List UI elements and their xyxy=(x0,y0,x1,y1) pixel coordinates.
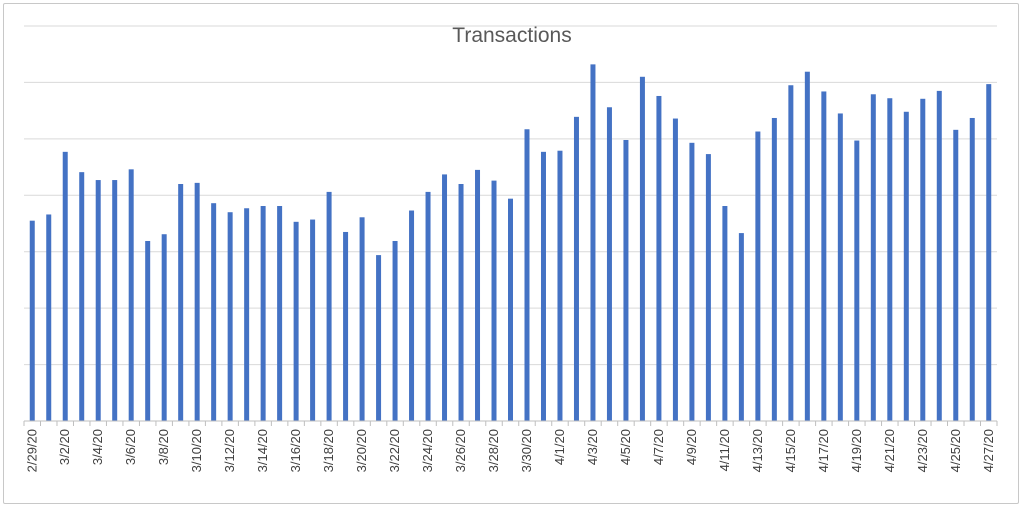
bar-4/27/20 xyxy=(986,84,992,422)
bar-3/6/20 xyxy=(128,169,134,421)
x-tick-label: 3/10/20 xyxy=(189,429,204,472)
chart-title: Transactions xyxy=(452,24,572,47)
bar-4/25/20 xyxy=(953,129,959,421)
x-tick-label: 3/16/20 xyxy=(288,429,303,472)
x-tick-label: 4/27/20 xyxy=(981,429,996,472)
bar-3/3/20 xyxy=(79,172,85,421)
bar-3/16/20 xyxy=(293,221,299,421)
bar-3/7/20 xyxy=(145,240,151,421)
x-tick-label: 4/23/20 xyxy=(915,429,930,472)
bar-4/12/20 xyxy=(738,233,744,421)
bar-4/17/20 xyxy=(821,91,827,422)
bar-3/27/20 xyxy=(475,169,481,421)
bar-4/22/20 xyxy=(903,111,909,422)
x-axis xyxy=(23,420,998,426)
bar-4/10/20 xyxy=(705,154,711,421)
bar-3/10/20 xyxy=(194,182,200,421)
bar-3/11/20 xyxy=(211,203,217,421)
x-tick-label: 4/15/20 xyxy=(783,429,798,472)
x-tick-label: 4/5/20 xyxy=(618,429,633,465)
bar-3/12/20 xyxy=(227,212,233,421)
bar-4/18/20 xyxy=(837,113,843,422)
x-tick-label: 4/21/20 xyxy=(882,429,897,472)
bar-2/29/20 xyxy=(29,220,35,421)
bar-4/11/20 xyxy=(722,206,728,421)
x-tick-label: 3/14/20 xyxy=(255,429,270,472)
bar-3/13/20 xyxy=(244,208,250,421)
bar-4/19/20 xyxy=(854,140,860,422)
bar-4/23/20 xyxy=(920,98,926,421)
bar-3/31/20 xyxy=(540,151,546,421)
bar-4/8/20 xyxy=(672,118,678,421)
bar-3/17/20 xyxy=(310,219,316,421)
bar-3/4/20 xyxy=(95,180,101,421)
bar-4/5/20 xyxy=(623,139,629,422)
x-tick-label: 3/2/20 xyxy=(57,429,72,465)
x-tick-label: 4/11/20 xyxy=(717,429,732,471)
x-tick-label: 4/25/20 xyxy=(948,429,963,472)
bar-4/24/20 xyxy=(936,90,942,421)
x-tick-label: 3/6/20 xyxy=(123,429,138,465)
bar-3/1/20 xyxy=(46,214,52,421)
x-tick-label: 3/28/20 xyxy=(486,429,501,472)
bar-4/9/20 xyxy=(689,142,695,421)
bar-4/2/20 xyxy=(573,116,579,421)
bar-3/26/20 xyxy=(458,184,464,421)
bar-3/19/20 xyxy=(343,231,349,421)
bar-4/26/20 xyxy=(969,117,975,421)
x-tick-label: 3/22/20 xyxy=(387,429,402,472)
bar-4/1/20 xyxy=(557,150,563,421)
x-tick-label: 3/30/20 xyxy=(519,429,534,472)
bar-3/2/20 xyxy=(62,151,68,421)
bar-4/21/20 xyxy=(887,98,893,421)
x-tick-labels: 2/29/20 3/2/20 3/4/20 3/6/20 3/8/20 3/10/20 3/… xyxy=(24,429,996,472)
bar-3/5/20 xyxy=(112,180,118,421)
x-tick-label: 4/1/20 xyxy=(552,429,567,465)
bar-3/15/20 xyxy=(277,206,283,421)
x-tick-label: 4/19/20 xyxy=(849,429,864,472)
bars xyxy=(29,64,992,422)
x-tick-label: 4/13/20 xyxy=(750,429,765,472)
x-tick-label: 3/12/20 xyxy=(222,429,237,472)
bar-3/30/20 xyxy=(524,129,530,421)
bar-3/9/20 xyxy=(178,184,184,421)
bar-4/6/20 xyxy=(639,76,645,421)
x-tick-label: 3/24/20 xyxy=(420,429,435,472)
bar-3/18/20 xyxy=(326,191,332,421)
bar-3/8/20 xyxy=(161,234,167,421)
bar-4/14/20 xyxy=(771,117,777,421)
x-tick-label: 4/9/20 xyxy=(684,429,699,465)
bar-3/29/20 xyxy=(508,198,513,421)
bar-3/24/20 xyxy=(425,191,431,421)
bar-3/21/20 xyxy=(376,255,382,421)
x-tick-label: 3/26/20 xyxy=(453,429,468,472)
bar-3/20/20 xyxy=(359,217,365,421)
bar-4/13/20 xyxy=(755,131,761,421)
x-tick-label: 4/7/20 xyxy=(651,429,666,465)
bar-4/20/20 xyxy=(870,94,876,421)
bar-3/28/20 xyxy=(491,180,497,421)
x-tick-label: 3/18/20 xyxy=(321,429,336,472)
x-tick-label: 3/8/20 xyxy=(156,429,171,465)
x-tick-label: 3/4/20 xyxy=(90,429,105,465)
x-tick-label: 2/29/20 xyxy=(24,429,39,472)
bar-3/25/20 xyxy=(442,174,448,421)
bar-4/16/20 xyxy=(804,71,810,422)
bar-3/23/20 xyxy=(409,210,415,421)
x-tick-label: 4/17/20 xyxy=(816,429,831,472)
bar-3/14/20 xyxy=(260,206,266,421)
x-tick-label: 4/3/20 xyxy=(585,429,600,465)
bar-4/7/20 xyxy=(656,95,662,421)
bar-4/4/20 xyxy=(606,107,612,421)
bar-3/22/20 xyxy=(392,240,398,421)
x-tick-label: 3/20/20 xyxy=(354,429,369,472)
bar-4/3/20 xyxy=(590,64,596,422)
bar-4/15/20 xyxy=(788,85,794,421)
